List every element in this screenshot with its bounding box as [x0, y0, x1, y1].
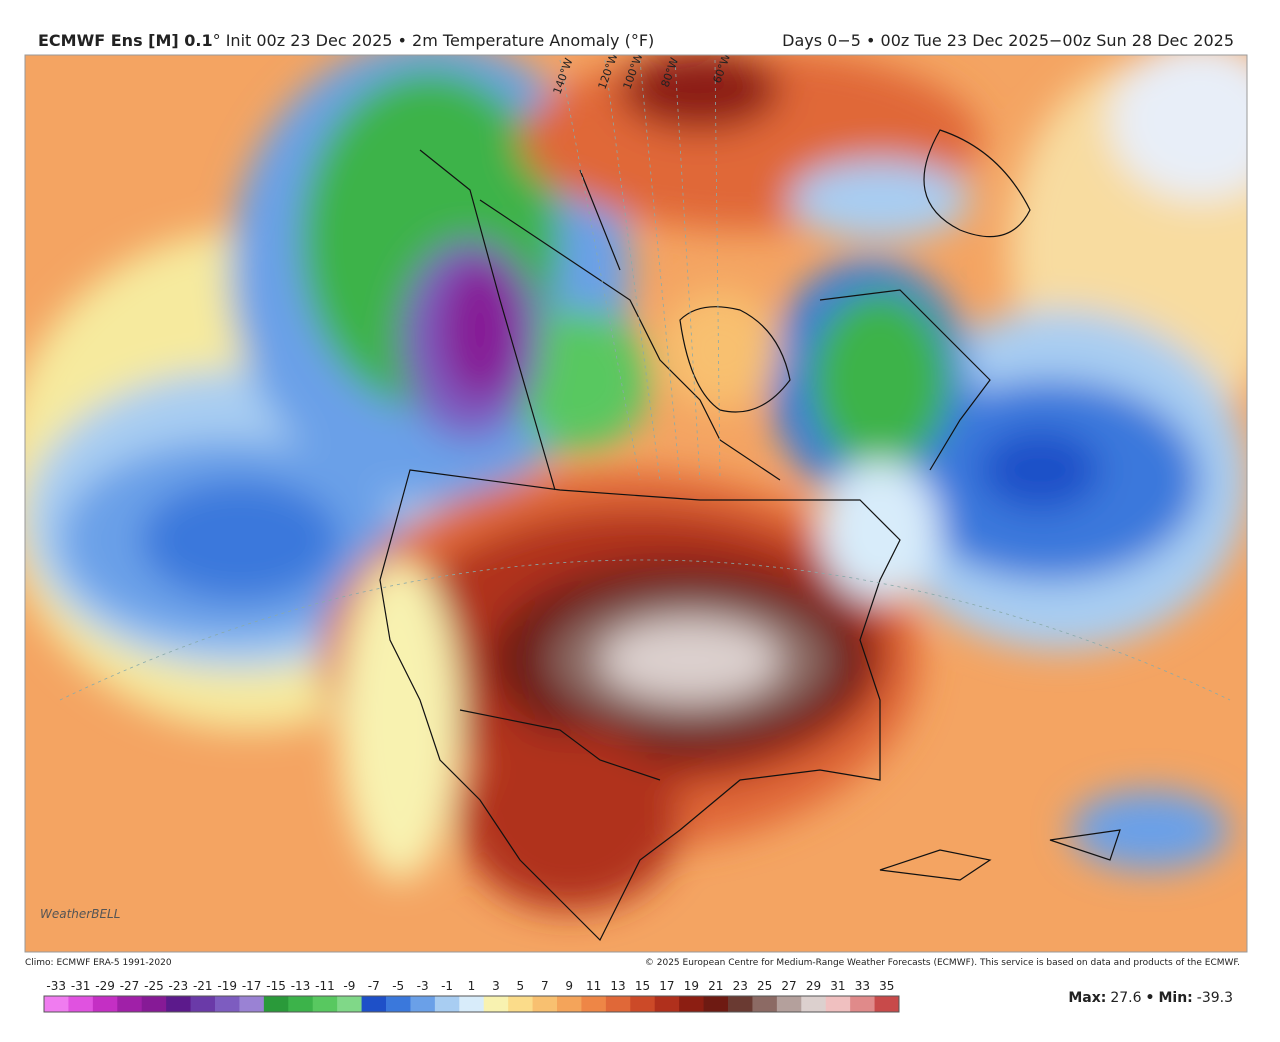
colorbar-label: 5	[517, 979, 525, 993]
colorbar-swatch	[557, 996, 582, 1012]
colorbar-swatch	[654, 996, 680, 1012]
colorbar-label: -1	[441, 979, 453, 993]
colorbar-swatch	[532, 996, 558, 1012]
colorbar-swatch	[850, 996, 876, 1012]
colorbar-swatch	[288, 996, 314, 1012]
province-borders	[419, 149, 781, 491]
colorbar-label: 9	[565, 979, 573, 993]
colorbar-label: -9	[343, 979, 355, 993]
map: 140°W 120°W 100°W 80°W 60°W WeatherBELL	[25, 55, 1247, 952]
graticule	[59, 59, 1231, 701]
colorbar-label: 25	[757, 979, 772, 993]
colorbar-label: -15	[266, 979, 286, 993]
colorbar-label: -11	[315, 979, 335, 993]
colorbar-swatch	[483, 996, 509, 1012]
max-label: Max:	[1068, 990, 1106, 1006]
colorbar-swatch	[117, 996, 143, 1012]
logo: WeatherBELL	[40, 907, 120, 921]
colorbar-label: -19	[217, 979, 237, 993]
title-bold: ECMWF Ens [M] 0.1	[38, 31, 213, 50]
colorbar-label: 29	[806, 979, 821, 993]
anomaly-field	[25, 55, 1247, 910]
caribbean-islands	[879, 829, 1121, 881]
colorbar-label: -21	[193, 979, 213, 993]
colorbar-label: -17	[242, 979, 262, 993]
colorbar-label: 19	[684, 979, 699, 993]
colorbar-label: -27	[120, 979, 140, 993]
colorbar-swatch	[141, 996, 167, 1012]
boundaries	[379, 129, 1121, 942]
colorbar-swatch	[703, 996, 729, 1012]
colorbar-swatch	[874, 996, 900, 1012]
colorbar-swatch	[68, 996, 94, 1012]
colorbar-swatch	[361, 996, 387, 1012]
max-value: 27.6	[1110, 990, 1141, 1006]
colorbar-swatch	[239, 996, 265, 1012]
colorbar-swatch	[459, 996, 485, 1012]
colorbar-swatch	[605, 996, 631, 1012]
colorbar-swatch	[581, 996, 607, 1012]
colorbar-swatch	[92, 996, 118, 1012]
colorbar-swatch	[386, 996, 411, 1012]
colorbar-label: -7	[368, 979, 380, 993]
colorbar-label: 31	[830, 979, 845, 993]
colorbar-label: 3	[492, 979, 500, 993]
colorbar-swatch	[434, 996, 460, 1012]
colorbar-label: -33	[46, 979, 66, 993]
colorbar-swatch	[44, 996, 69, 1012]
copyright: © 2025 European Centre for Medium-Range …	[645, 958, 1240, 968]
greenland-coast	[923, 129, 1031, 238]
us-mexico-outline	[379, 469, 901, 942]
colorbar-label: -13	[291, 979, 311, 993]
map-frame	[24, 54, 1248, 953]
colorbar-swatch	[190, 996, 216, 1012]
colorbar-swatch	[630, 996, 656, 1012]
title: ECMWF Ens [M] 0.1° Init 00z 23 Dec 2025 …	[38, 31, 654, 50]
colorbar-swatch	[215, 996, 240, 1012]
colorbar-label: -23	[169, 979, 189, 993]
colorbar-label: 11	[586, 979, 601, 993]
colorbar-label: 1	[468, 979, 476, 993]
colorbar-swatch	[508, 996, 534, 1012]
colorbar-label: -3	[417, 979, 429, 993]
stats: Max: 27.6 • Min: -39.3	[1068, 990, 1233, 1006]
colorbar-frame	[43, 995, 900, 1013]
colorbar-swatch	[752, 996, 778, 1012]
title-rest: ° Init 00z 23 Dec 2025 • 2m Temperature …	[213, 31, 655, 50]
colorbar-label: -5	[392, 979, 404, 993]
valid-time: Days 0−5 • 00z Tue 23 Dec 2025−00z Sun 2…	[782, 31, 1234, 50]
colorbar-label: -31	[71, 979, 91, 993]
colorbar-swatch	[801, 996, 827, 1012]
colorbar-swatch	[679, 996, 705, 1012]
min-label: Min:	[1158, 990, 1192, 1006]
labrador-coast	[819, 289, 991, 471]
colorbar-label: 13	[610, 979, 625, 993]
colorbar: -33 -31 -29 -27 -25 -23 -21 -19 -17 -15 -13 -11 -9 -7…	[43, 979, 900, 1013]
colorbar-swatch	[312, 996, 338, 1012]
colorbar-label: -29	[95, 979, 115, 993]
colorbar-label: 15	[635, 979, 650, 993]
colorbar-swatch	[337, 996, 363, 1012]
border-mexico	[459, 709, 661, 781]
climo-note: Climo: ECMWF ERA-5 1991-2020	[25, 958, 172, 968]
colorbar-label: 17	[659, 979, 674, 993]
colorbar-swatch	[728, 996, 753, 1012]
colorbar-label: 27	[781, 979, 796, 993]
colorbar-swatch	[263, 996, 289, 1012]
hudson-bay	[679, 306, 791, 413]
colorbar-label: 33	[855, 979, 870, 993]
colorbar-label: 21	[708, 979, 723, 993]
colorbar-swatch	[825, 996, 851, 1012]
colorbar-label: -25	[144, 979, 164, 993]
colorbar-label: 7	[541, 979, 549, 993]
min-value: -39.3	[1197, 990, 1233, 1006]
colorbar-swatch	[166, 996, 192, 1012]
colorbar-label: 23	[733, 979, 748, 993]
colorbar-swatch	[776, 996, 802, 1012]
colorbar-swatch	[410, 996, 436, 1012]
colorbar-label: 35	[879, 979, 894, 993]
